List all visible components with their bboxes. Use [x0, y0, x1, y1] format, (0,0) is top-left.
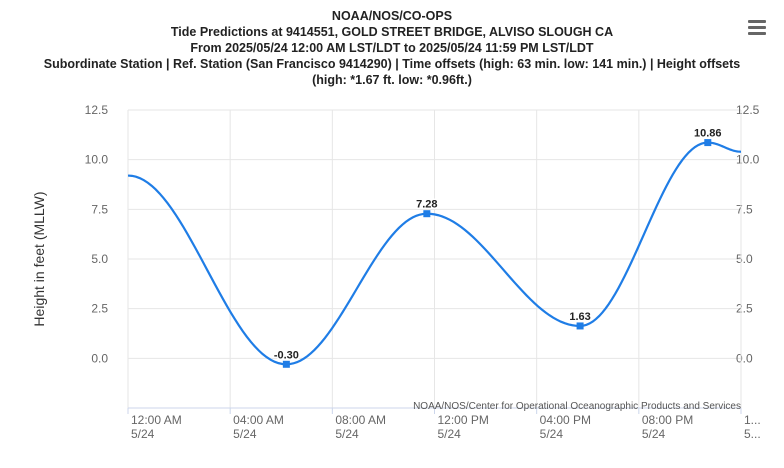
y-axis-title: Height in feet (MLLW)	[31, 191, 47, 326]
chart-title: NOAA/NOS/CO-OPS	[331, 9, 453, 23]
x-tick-label-time: 08:00 PM	[642, 413, 693, 427]
y-tick-label-left: 7.5	[91, 202, 108, 216]
chart-credit: NOAA/NOS/Center for Operational Oceanogr…	[413, 401, 741, 412]
y-tick-label-right: 10.0	[736, 153, 760, 167]
tide-extreme-label: -0.30	[274, 349, 299, 361]
y-tick-label-left: 5.0	[91, 252, 108, 266]
x-tick-label-date: 5/24	[540, 427, 564, 441]
chart-subtitle-station: Tide Predictions at 9414551, GOLD STREET…	[170, 25, 614, 39]
chart-subtitle-height-offsets: (high: *1.67 ft. low: *0.96ft.)	[312, 73, 472, 87]
x-tick-label-date: 5/24	[131, 427, 155, 441]
y-tick-label-left: 0.0	[91, 351, 108, 365]
tide-extreme-marker	[576, 322, 584, 330]
x-tick-label-time: 12:00 PM	[438, 413, 489, 427]
x-tick-label-time: 04:00 AM	[233, 413, 284, 427]
y-tick-label-right: 0.0	[736, 351, 753, 365]
tide-extreme-label: 10.86	[694, 128, 722, 140]
x-tick-label-time: 04:00 PM	[540, 413, 591, 427]
y-tick-label-right: 12.5	[736, 103, 760, 117]
y-tick-label-right: 2.5	[736, 302, 753, 316]
chart-title-block: NOAA/NOS/CO-OPS Tide Predictions at 9414…	[0, 8, 784, 88]
x-tick-label-date: 5/24	[335, 427, 359, 441]
chart-subtitle-offsets: Subordinate Station | Ref. Station (San …	[43, 57, 741, 71]
y-tick-label-left: 10.0	[85, 153, 109, 167]
y-tick-label-right: 7.5	[736, 202, 753, 216]
x-tick-label-date: 5...	[744, 427, 761, 441]
tide-extreme-label: 7.28	[416, 199, 437, 211]
y-tick-label-left: 2.5	[91, 302, 108, 316]
x-tick-label-time: 1...	[744, 413, 761, 427]
hamburger-menu-icon[interactable]	[748, 20, 766, 36]
x-tick-label-time: 12:00 AM	[131, 413, 182, 427]
x-tick-label-date: 5/24	[233, 427, 257, 441]
y-tick-label-left: 12.5	[85, 103, 109, 117]
x-tick-label-date: 5/24	[438, 427, 462, 441]
x-tick-label-date: 5/24	[642, 427, 666, 441]
chart-subtitle-range: From 2025/05/24 12:00 AM LST/LDT to 2025…	[190, 41, 594, 55]
tide-extreme-marker	[704, 139, 712, 147]
tide-extreme-marker	[282, 360, 290, 368]
y-tick-label-right: 5.0	[736, 252, 753, 266]
tide-series-line	[128, 141, 741, 366]
tide-extreme-label: 1.63	[569, 311, 590, 323]
tide-extreme-marker	[423, 210, 431, 218]
x-tick-label-time: 08:00 AM	[335, 413, 386, 427]
